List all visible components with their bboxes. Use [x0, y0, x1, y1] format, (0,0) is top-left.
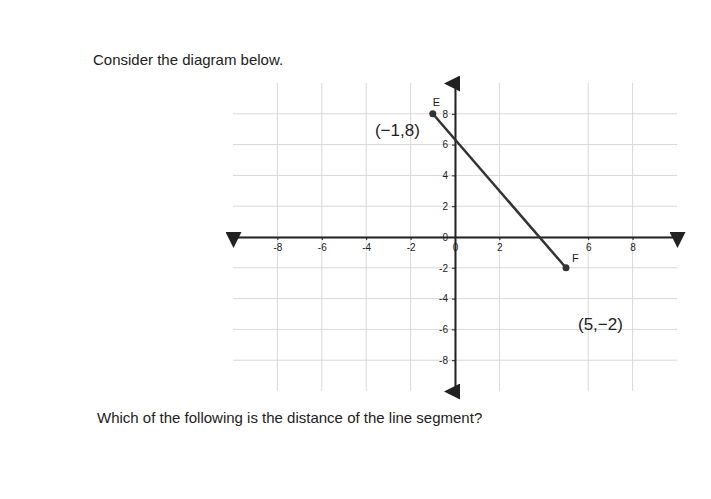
coordinate-label: (5,−2)	[578, 315, 623, 334]
x-tick-mark	[366, 237, 367, 240]
question: Which of the following is the distance o…	[97, 409, 482, 426]
x-tick: -4	[362, 237, 371, 253]
x-tick: 2	[497, 237, 503, 253]
y-tick: 6	[442, 139, 455, 150]
x-tick-label: 8	[630, 242, 636, 253]
point-label: F	[572, 252, 579, 264]
y-tick-mark	[452, 206, 455, 207]
coordinate-label: (−1,8)	[375, 121, 420, 140]
x-tick-label: 2	[497, 242, 503, 253]
x-tick: 8	[630, 237, 636, 253]
y-tick-label: 4	[442, 170, 448, 181]
endpoint	[429, 110, 436, 117]
y-tick: -2	[439, 263, 455, 274]
y-tick-mark	[452, 299, 455, 300]
x-tick: -8	[273, 237, 282, 253]
x-tick-label: -4	[362, 242, 371, 253]
x-tick: -2	[407, 237, 416, 253]
x-tick: -6	[318, 237, 327, 253]
y-tick: 4	[442, 170, 455, 181]
x-tick-label: -8	[273, 242, 282, 253]
y-tick: -8	[439, 355, 455, 366]
y-tick-label: -2	[439, 263, 448, 274]
x-tick-mark	[499, 237, 500, 240]
x-tick-mark	[633, 237, 634, 240]
y-tick: 0	[442, 232, 455, 243]
point-label: E	[433, 96, 440, 108]
y-tick-mark	[452, 268, 455, 269]
y-tick: -4	[439, 293, 455, 304]
y-tick: 8	[442, 109, 455, 120]
y-tick-label: 2	[442, 201, 448, 212]
y-tick-mark	[452, 145, 455, 146]
x-tick-mark	[588, 237, 589, 240]
intro: Consider the diagram below.	[93, 51, 283, 68]
y-tick-mark	[452, 329, 455, 330]
y-tick-mark	[452, 175, 455, 176]
y-tick-label: -6	[439, 324, 448, 335]
segment	[433, 114, 566, 268]
y-tick: 2	[442, 201, 455, 212]
page: Consider the diagram below. Which of the …	[0, 0, 711, 499]
y-tick-label: -8	[439, 355, 448, 366]
x-tick-label: -2	[407, 242, 416, 253]
y-tick-label: 8	[442, 109, 448, 120]
x-tick-mark	[322, 237, 323, 240]
y-tick-label: 6	[442, 139, 448, 150]
y-tick-mark	[452, 114, 455, 115]
grid	[233, 83, 677, 391]
plot	[429, 110, 569, 271]
x-tick-mark	[277, 237, 278, 240]
y-tick-label: -4	[439, 293, 448, 304]
y-tick-label: 0	[442, 232, 448, 243]
y-axis-line	[452, 84, 456, 392]
x-tick: 6	[586, 237, 592, 253]
y-tick: -6	[439, 324, 455, 335]
x-tick-label: 6	[586, 242, 592, 253]
x-tick-mark	[411, 237, 412, 240]
y-tick-mark	[452, 360, 455, 361]
y-tick-mark	[452, 237, 455, 238]
labels: E (−1,8) F (5,−2)	[375, 96, 623, 334]
endpoint	[563, 264, 570, 271]
x-tick-label: -6	[318, 242, 327, 253]
